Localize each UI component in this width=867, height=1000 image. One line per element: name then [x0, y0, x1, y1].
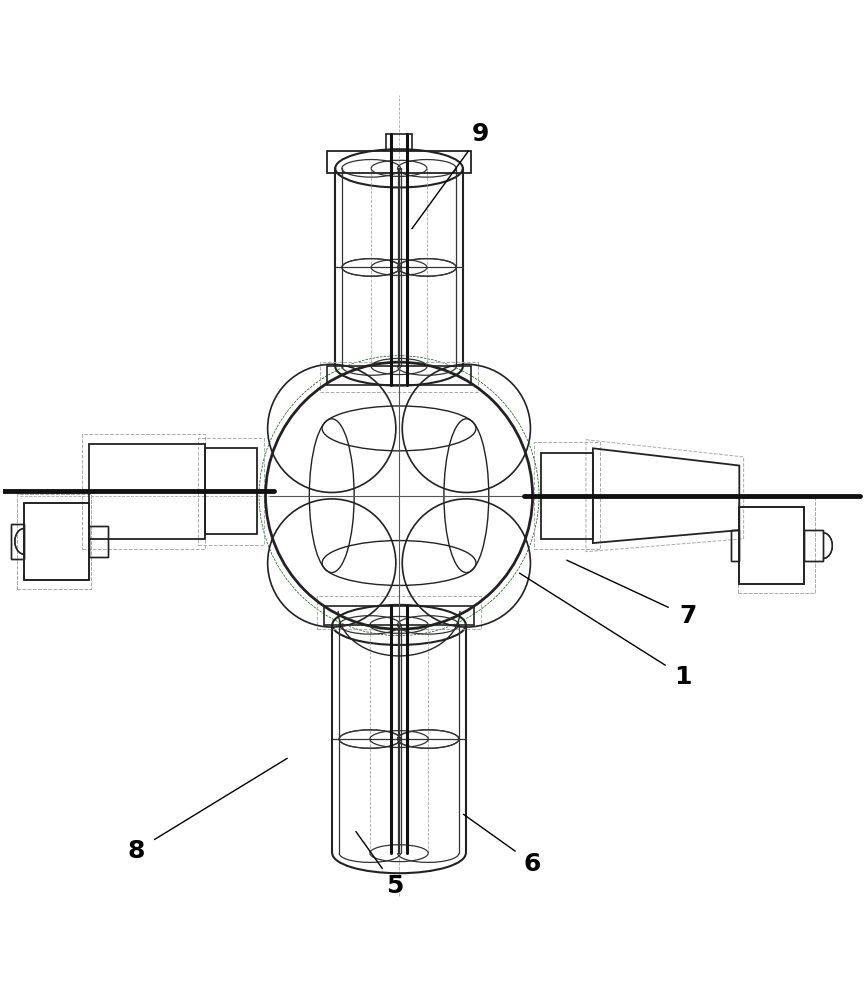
- Bar: [24, 503, 89, 580]
- Bar: [320, 362, 479, 392]
- Bar: [327, 151, 472, 173]
- Bar: [738, 498, 815, 593]
- Bar: [89, 526, 108, 557]
- Bar: [11, 524, 24, 559]
- Bar: [89, 526, 108, 557]
- Text: 7: 7: [679, 604, 696, 628]
- Bar: [205, 448, 257, 534]
- Bar: [323, 606, 474, 625]
- Bar: [24, 503, 89, 580]
- Text: 5: 5: [386, 874, 403, 898]
- Bar: [738, 498, 815, 593]
- Bar: [731, 530, 740, 561]
- Bar: [804, 530, 823, 561]
- Bar: [11, 524, 24, 559]
- Bar: [17, 494, 91, 589]
- Bar: [199, 438, 264, 545]
- Bar: [17, 494, 91, 589]
- Bar: [89, 444, 205, 539]
- Bar: [740, 507, 804, 584]
- Bar: [82, 434, 205, 549]
- Text: 9: 9: [473, 122, 490, 146]
- Text: 6: 6: [524, 852, 541, 876]
- Text: 1: 1: [675, 665, 692, 689]
- Bar: [534, 442, 600, 549]
- Bar: [316, 596, 481, 629]
- Bar: [327, 366, 472, 385]
- Bar: [541, 453, 593, 539]
- Bar: [740, 507, 804, 584]
- Bar: [731, 530, 740, 561]
- Bar: [804, 530, 823, 561]
- Text: 8: 8: [127, 839, 145, 863]
